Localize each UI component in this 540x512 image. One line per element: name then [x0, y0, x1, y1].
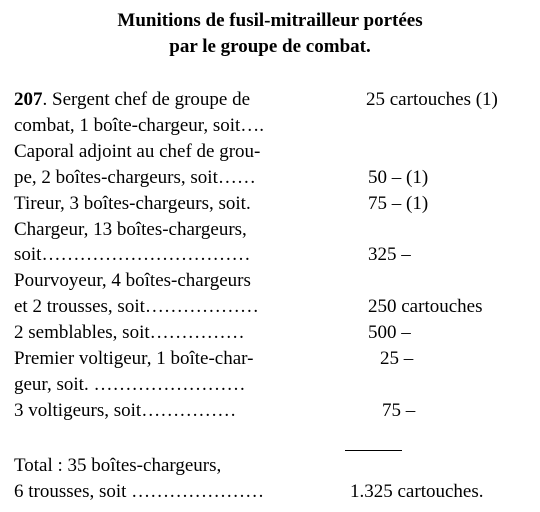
line-text: soit…………………………… [14, 244, 251, 266]
line-amount: 250 cartouches [368, 296, 483, 318]
total-line: 6 trousses, soit ………………… [14, 481, 265, 502]
line-text: et 2 trousses, soit……………… [14, 296, 259, 318]
text-line: 2 semblables, soit…………… [14, 322, 245, 344]
text-line: Premier voltigeur, 1 boîte-char- [14, 348, 253, 370]
line-text: Caporal adjoint au chef de grou- [14, 140, 261, 162]
line-text: Premier voltigeur, 1 boîte-char- [14, 348, 254, 369]
line-text: combat, 1 boîte-chargeur, soit…. [14, 114, 265, 136]
line-amount: 25 cartouches (1) [366, 89, 498, 110]
line-amount: 75 – [382, 399, 416, 421]
total-line: Total : 35 boîtes-chargeurs, [14, 455, 222, 476]
paragraph-number: 207 [14, 89, 43, 110]
title: Munitions de fusil-mitrailleur portées [117, 10, 423, 31]
text-line: pe, 2 boîtes-chargeurs, soit…… [14, 167, 256, 189]
text-line: Chargeur, 13 boîtes-chargeurs, [14, 219, 247, 241]
text-line: geur, soit. …………………… [14, 374, 245, 396]
line-amount: 75 – (1) [368, 192, 429, 214]
line-text: . Sergent chef de groupe de [42, 89, 251, 110]
line-amount: 500 – [368, 322, 411, 344]
line-amount: 325 – [368, 244, 411, 266]
line-text: Chargeur, 13 boîtes-chargeurs, [14, 218, 247, 240]
text-line: soit…………………………… [14, 244, 250, 266]
total-amount: 1.325 cartouches. [350, 481, 484, 502]
text-line: Caporal adjoint au chef de grou- [14, 141, 260, 163]
title: par le groupe de combat. [169, 36, 371, 57]
line-text: 2 semblables, soit…………… [14, 322, 245, 344]
line-text: pe, 2 boîtes-chargeurs, soit…… [14, 166, 256, 188]
line-text: Pourvoyeur, 4 boîtes-chargeurs [14, 270, 251, 292]
line-text: 3 voltigeurs, soit…………… [14, 399, 237, 421]
text-line: et 2 trousses, soit……………… [14, 296, 259, 318]
line-text: geur, soit. …………………… [14, 373, 246, 395]
text-line: 207. Sergent chef de groupe de [14, 89, 250, 111]
text-line: Tireur, 3 boîtes-chargeurs, soit. [14, 193, 251, 215]
line-text: Tireur, 3 boîtes-chargeurs, soit. [14, 192, 251, 214]
text-line: combat, 1 boîte-chargeur, soit…. [14, 115, 264, 137]
line-amount: 50 – (1) [368, 166, 429, 188]
total-rule [345, 450, 402, 451]
text-line: Pourvoyeur, 4 boîtes-chargeurs [14, 270, 251, 292]
line-amount: 25 – [380, 348, 414, 369]
text-line: 3 voltigeurs, soit…………… [14, 400, 236, 422]
